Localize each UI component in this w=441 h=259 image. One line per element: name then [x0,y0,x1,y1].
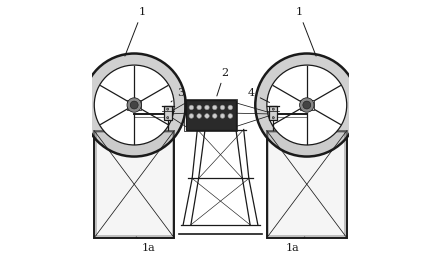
Bar [164,106,172,120]
Circle shape [220,114,225,118]
Circle shape [303,101,311,109]
Text: 3: 3 [171,88,184,102]
Circle shape [299,98,314,112]
Circle shape [167,117,169,119]
Circle shape [205,114,209,118]
Bar [96,132,172,236]
Circle shape [197,114,202,118]
Circle shape [228,114,232,118]
Circle shape [228,105,232,110]
Polygon shape [255,54,359,156]
Bar [269,132,345,236]
Circle shape [272,117,274,119]
Circle shape [272,108,274,110]
Bar [94,131,174,238]
Circle shape [167,108,169,110]
Polygon shape [82,54,186,156]
Circle shape [197,105,202,110]
Circle shape [127,98,142,112]
Bar [267,131,347,238]
Bar [186,100,236,130]
Bar [184,99,237,131]
Circle shape [130,101,138,109]
Text: 2: 2 [217,68,228,96]
Bar [300,100,314,110]
Text: 1: 1 [295,7,316,56]
Text: 4: 4 [248,88,269,103]
Circle shape [205,105,209,110]
Bar [269,106,277,120]
Bar [127,100,141,110]
Circle shape [94,65,174,145]
Circle shape [189,105,194,110]
Circle shape [220,105,225,110]
Circle shape [213,114,217,118]
Text: 1a: 1a [136,237,155,253]
Text: 1a: 1a [286,237,305,253]
Text: 1: 1 [125,7,146,56]
Circle shape [267,65,347,145]
Circle shape [213,105,217,110]
Circle shape [189,114,194,118]
